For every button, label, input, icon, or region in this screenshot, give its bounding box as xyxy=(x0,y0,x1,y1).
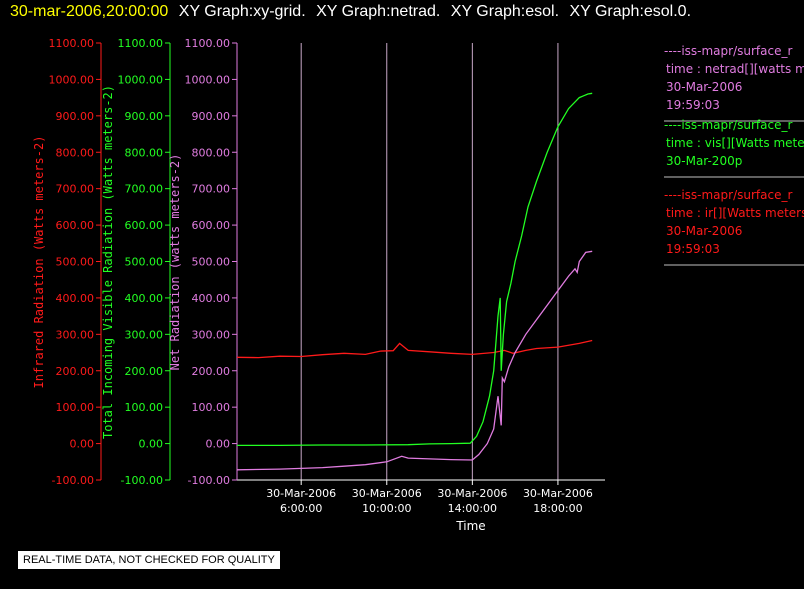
y-tick-label: 300.00 xyxy=(192,328,231,341)
y-tick-label: 900.00 xyxy=(56,110,95,123)
legend-text: 19:59:03 xyxy=(666,98,720,112)
y-axis-title: Net Radiation (watts meters-2) xyxy=(168,154,182,371)
legend-text: time : vis[][Watts mete xyxy=(666,136,804,150)
y-tick-label: 600.00 xyxy=(192,219,231,232)
y-tick-label: -100.00 xyxy=(52,474,94,487)
y-axis-title: Infrared Radiation (Watts meters-2) xyxy=(32,136,46,389)
y-tick-label: 500.00 xyxy=(125,256,164,269)
y-tick-label: 800.00 xyxy=(125,146,164,159)
x-tick-date: 30-Mar-2006 xyxy=(437,487,507,500)
series-line-vis xyxy=(237,92,593,447)
y-tick-label: 100.00 xyxy=(192,401,231,414)
y-tick-label: 700.00 xyxy=(125,183,164,196)
y-tick-label: 1000.00 xyxy=(49,73,95,86)
header-datetime: 30-mar-2006,20:00:00 xyxy=(10,3,169,20)
y-tick-label: -100.00 xyxy=(121,474,163,487)
y-tick-label: 1100.00 xyxy=(185,37,231,50)
y-tick-label: 1000.00 xyxy=(185,73,231,86)
y-tick-label: 500.00 xyxy=(192,256,231,269)
y-tick-label: 400.00 xyxy=(125,292,164,305)
y-tick-label: 1000.00 xyxy=(118,73,164,86)
y-tick-label: 0.00 xyxy=(206,438,231,451)
y-tick-label: 800.00 xyxy=(192,146,231,159)
x-tick-time: 6:00:00 xyxy=(280,502,322,515)
x-axis-title: Time xyxy=(455,519,485,533)
header-graph-4: XY Graph:esol.0. xyxy=(569,3,692,20)
x-tick-time: 18:00:00 xyxy=(533,502,582,515)
y-tick-label: 400.00 xyxy=(192,292,231,305)
y-tick-label: 100.00 xyxy=(125,401,164,414)
series-line-net xyxy=(236,250,593,471)
legend-text: 30-Mar-2006 xyxy=(666,80,742,94)
x-tick-time: 14:00:00 xyxy=(448,502,497,515)
y-tick-label: 700.00 xyxy=(192,183,231,196)
header-graph-3: XY Graph:esol. xyxy=(450,3,560,20)
legend-text: ----iss-mapr/surface_r xyxy=(664,118,792,132)
header-graph-1: XY Graph:xy-grid. xyxy=(178,3,306,20)
y-tick-label: 1100.00 xyxy=(118,37,164,50)
y-tick-label: 900.00 xyxy=(192,110,231,123)
header-graph-2: XY Graph:netrad. xyxy=(316,3,441,20)
y-tick-label: 700.00 xyxy=(56,183,95,196)
legend-text: time : netrad[][watts m xyxy=(666,62,804,76)
y-axis-title: Total Incoming Visible Radiation (Watts … xyxy=(101,85,115,439)
y-tick-label: 900.00 xyxy=(125,110,164,123)
chart-header: 30-mar-2006,20:00:00 XY Graph:xy-grid. X… xyxy=(10,3,691,21)
y-tick-label: 400.00 xyxy=(56,292,95,305)
y-tick-label: 300.00 xyxy=(56,328,95,341)
x-tick-date: 30-Mar-2006 xyxy=(523,487,593,500)
y-tick-label: 800.00 xyxy=(56,146,95,159)
legend-text: 30-Mar-2006 xyxy=(666,224,742,238)
y-tick-label: 200.00 xyxy=(56,365,95,378)
quality-notice: REAL-TIME DATA, NOT CHECKED FOR QUALITY xyxy=(18,551,280,569)
series-line-ir xyxy=(236,339,593,359)
y-tick-label: 500.00 xyxy=(56,256,95,269)
y-tick-label: 0.00 xyxy=(139,438,164,451)
y-tick-label: -100.00 xyxy=(188,474,230,487)
y-tick-label: 0.00 xyxy=(70,438,95,451)
y-tick-label: 100.00 xyxy=(56,401,95,414)
legend-text: ----iss-mapr/surface_r xyxy=(664,188,792,202)
legend-text: ----iss-mapr/surface_r xyxy=(664,44,792,58)
x-tick-date: 30-Mar-2006 xyxy=(352,487,422,500)
y-tick-label: 600.00 xyxy=(56,219,95,232)
x-tick-time: 10:00:00 xyxy=(362,502,411,515)
legend-text: 30-Mar-200p xyxy=(666,154,742,168)
legend-text: time : ir[][Watts meters xyxy=(666,206,804,220)
y-tick-label: 200.00 xyxy=(192,365,231,378)
y-tick-label: 1100.00 xyxy=(49,37,95,50)
x-tick-date: 30-Mar-2006 xyxy=(266,487,336,500)
y-tick-label: 300.00 xyxy=(125,328,164,341)
y-tick-label: 200.00 xyxy=(125,365,164,378)
legend-text: 19:59:03 xyxy=(666,242,720,256)
y-tick-label: 600.00 xyxy=(125,219,164,232)
